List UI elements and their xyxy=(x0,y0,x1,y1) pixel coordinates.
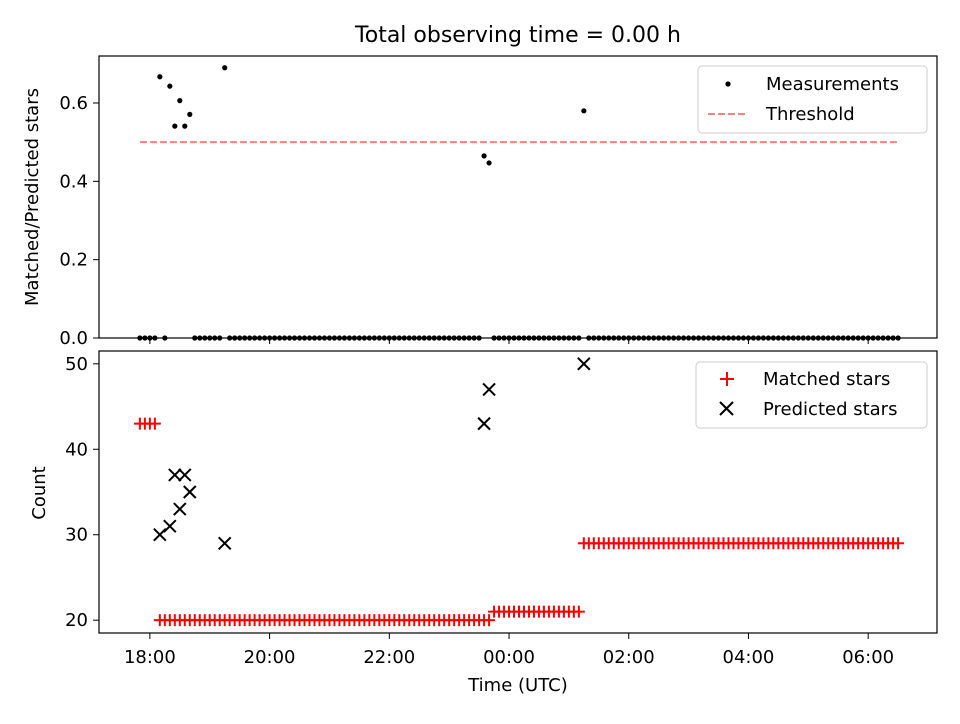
ratio-y-tick-label: 0.4 xyxy=(59,171,88,192)
count-x-ticks: 18:00 20:00 22:00 00:00 02:00 04:00 06:00 xyxy=(124,633,894,668)
legend-matched-label: Matched stars xyxy=(763,369,890,390)
legend-predicted-marker xyxy=(719,401,734,416)
matched-stars-markers xyxy=(133,417,905,627)
count-y-ticks: 20 30 40 50 xyxy=(65,354,99,631)
measurement-point xyxy=(167,83,173,89)
ratio-y-tick-label: 0.2 xyxy=(59,250,88,271)
predicted-star-marker xyxy=(163,519,177,533)
ratio-y-label: Matched/Predicted stars xyxy=(22,88,43,306)
predicted-star-marker xyxy=(183,485,197,499)
predicted-star-marker xyxy=(173,502,187,516)
predicted-star-marker xyxy=(168,468,182,482)
count-y-label: Count xyxy=(29,466,50,519)
x-tick-label: 06:00 xyxy=(842,647,894,668)
ratio-panel: 0.0 0.2 0.4 0.6 Matched/Predicted stars Mea… xyxy=(22,55,938,349)
measurement-point xyxy=(481,153,487,159)
ratio-axes-frame xyxy=(98,55,938,339)
legend-predicted-label: Predicted stars xyxy=(763,399,897,420)
x-tick-label: 04:00 xyxy=(723,647,775,668)
measurement-point xyxy=(172,123,178,129)
ratio-y-tick-label: 0.6 xyxy=(59,93,88,114)
legend-matched-marker xyxy=(720,372,734,386)
measurement-point xyxy=(581,108,587,114)
x-tick-label: 02:00 xyxy=(603,647,655,668)
count-axes-frame xyxy=(98,350,938,634)
predicted-star-marker xyxy=(217,536,232,550)
count-panel: 20 30 40 50 18:00 20:00 22:00 00:00 02:00 04:00 0… xyxy=(29,350,938,696)
predicted-star-marker xyxy=(153,528,167,542)
ratio-legend-box xyxy=(697,65,928,134)
ratio-y-tick-label: 0.0 xyxy=(59,328,88,349)
predicted-star-marker xyxy=(477,416,491,431)
count-y-tick-label: 50 xyxy=(65,354,88,375)
predicted-star-marker xyxy=(482,382,496,397)
x-tick-label: 20:00 xyxy=(244,647,296,668)
count-legend: Matched stars Predicted stars xyxy=(695,361,928,429)
legend-measurements-label: Measurements xyxy=(766,74,899,95)
legend-measurements-marker xyxy=(725,81,731,87)
measurement-point xyxy=(222,65,228,71)
matched-star-marker xyxy=(483,614,496,627)
figure-title: Total observing time = 0.00 h xyxy=(354,23,681,48)
measurement-point xyxy=(182,123,188,129)
count-y-tick-label: 40 xyxy=(65,439,88,460)
matched-star-marker xyxy=(148,417,161,430)
measurement-point xyxy=(157,74,163,80)
x-axis-label: Time (UTC) xyxy=(467,675,568,696)
predicted-stars-markers xyxy=(153,357,591,550)
matched-star-marker xyxy=(892,537,905,550)
count-y-tick-label: 20 xyxy=(65,610,88,631)
legend-threshold-label: Threshold xyxy=(765,104,855,125)
x-tick-label: 22:00 xyxy=(363,647,415,668)
x-tick-label: 18:00 xyxy=(124,647,176,668)
x-tick-label: 00:00 xyxy=(483,647,535,668)
predicted-star-marker xyxy=(178,468,192,482)
measurement-point xyxy=(486,160,492,166)
ratio-legend: Measurements Threshold xyxy=(697,65,928,134)
count-y-tick-label: 30 xyxy=(65,525,88,546)
predicted-star-marker xyxy=(577,357,591,371)
matched-star-marker xyxy=(572,605,585,618)
count-legend-box xyxy=(695,361,928,429)
measurement-point xyxy=(187,111,193,117)
ratio-y-ticks: 0.0 0.2 0.4 0.6 xyxy=(59,93,99,349)
measurement-point xyxy=(177,98,183,104)
